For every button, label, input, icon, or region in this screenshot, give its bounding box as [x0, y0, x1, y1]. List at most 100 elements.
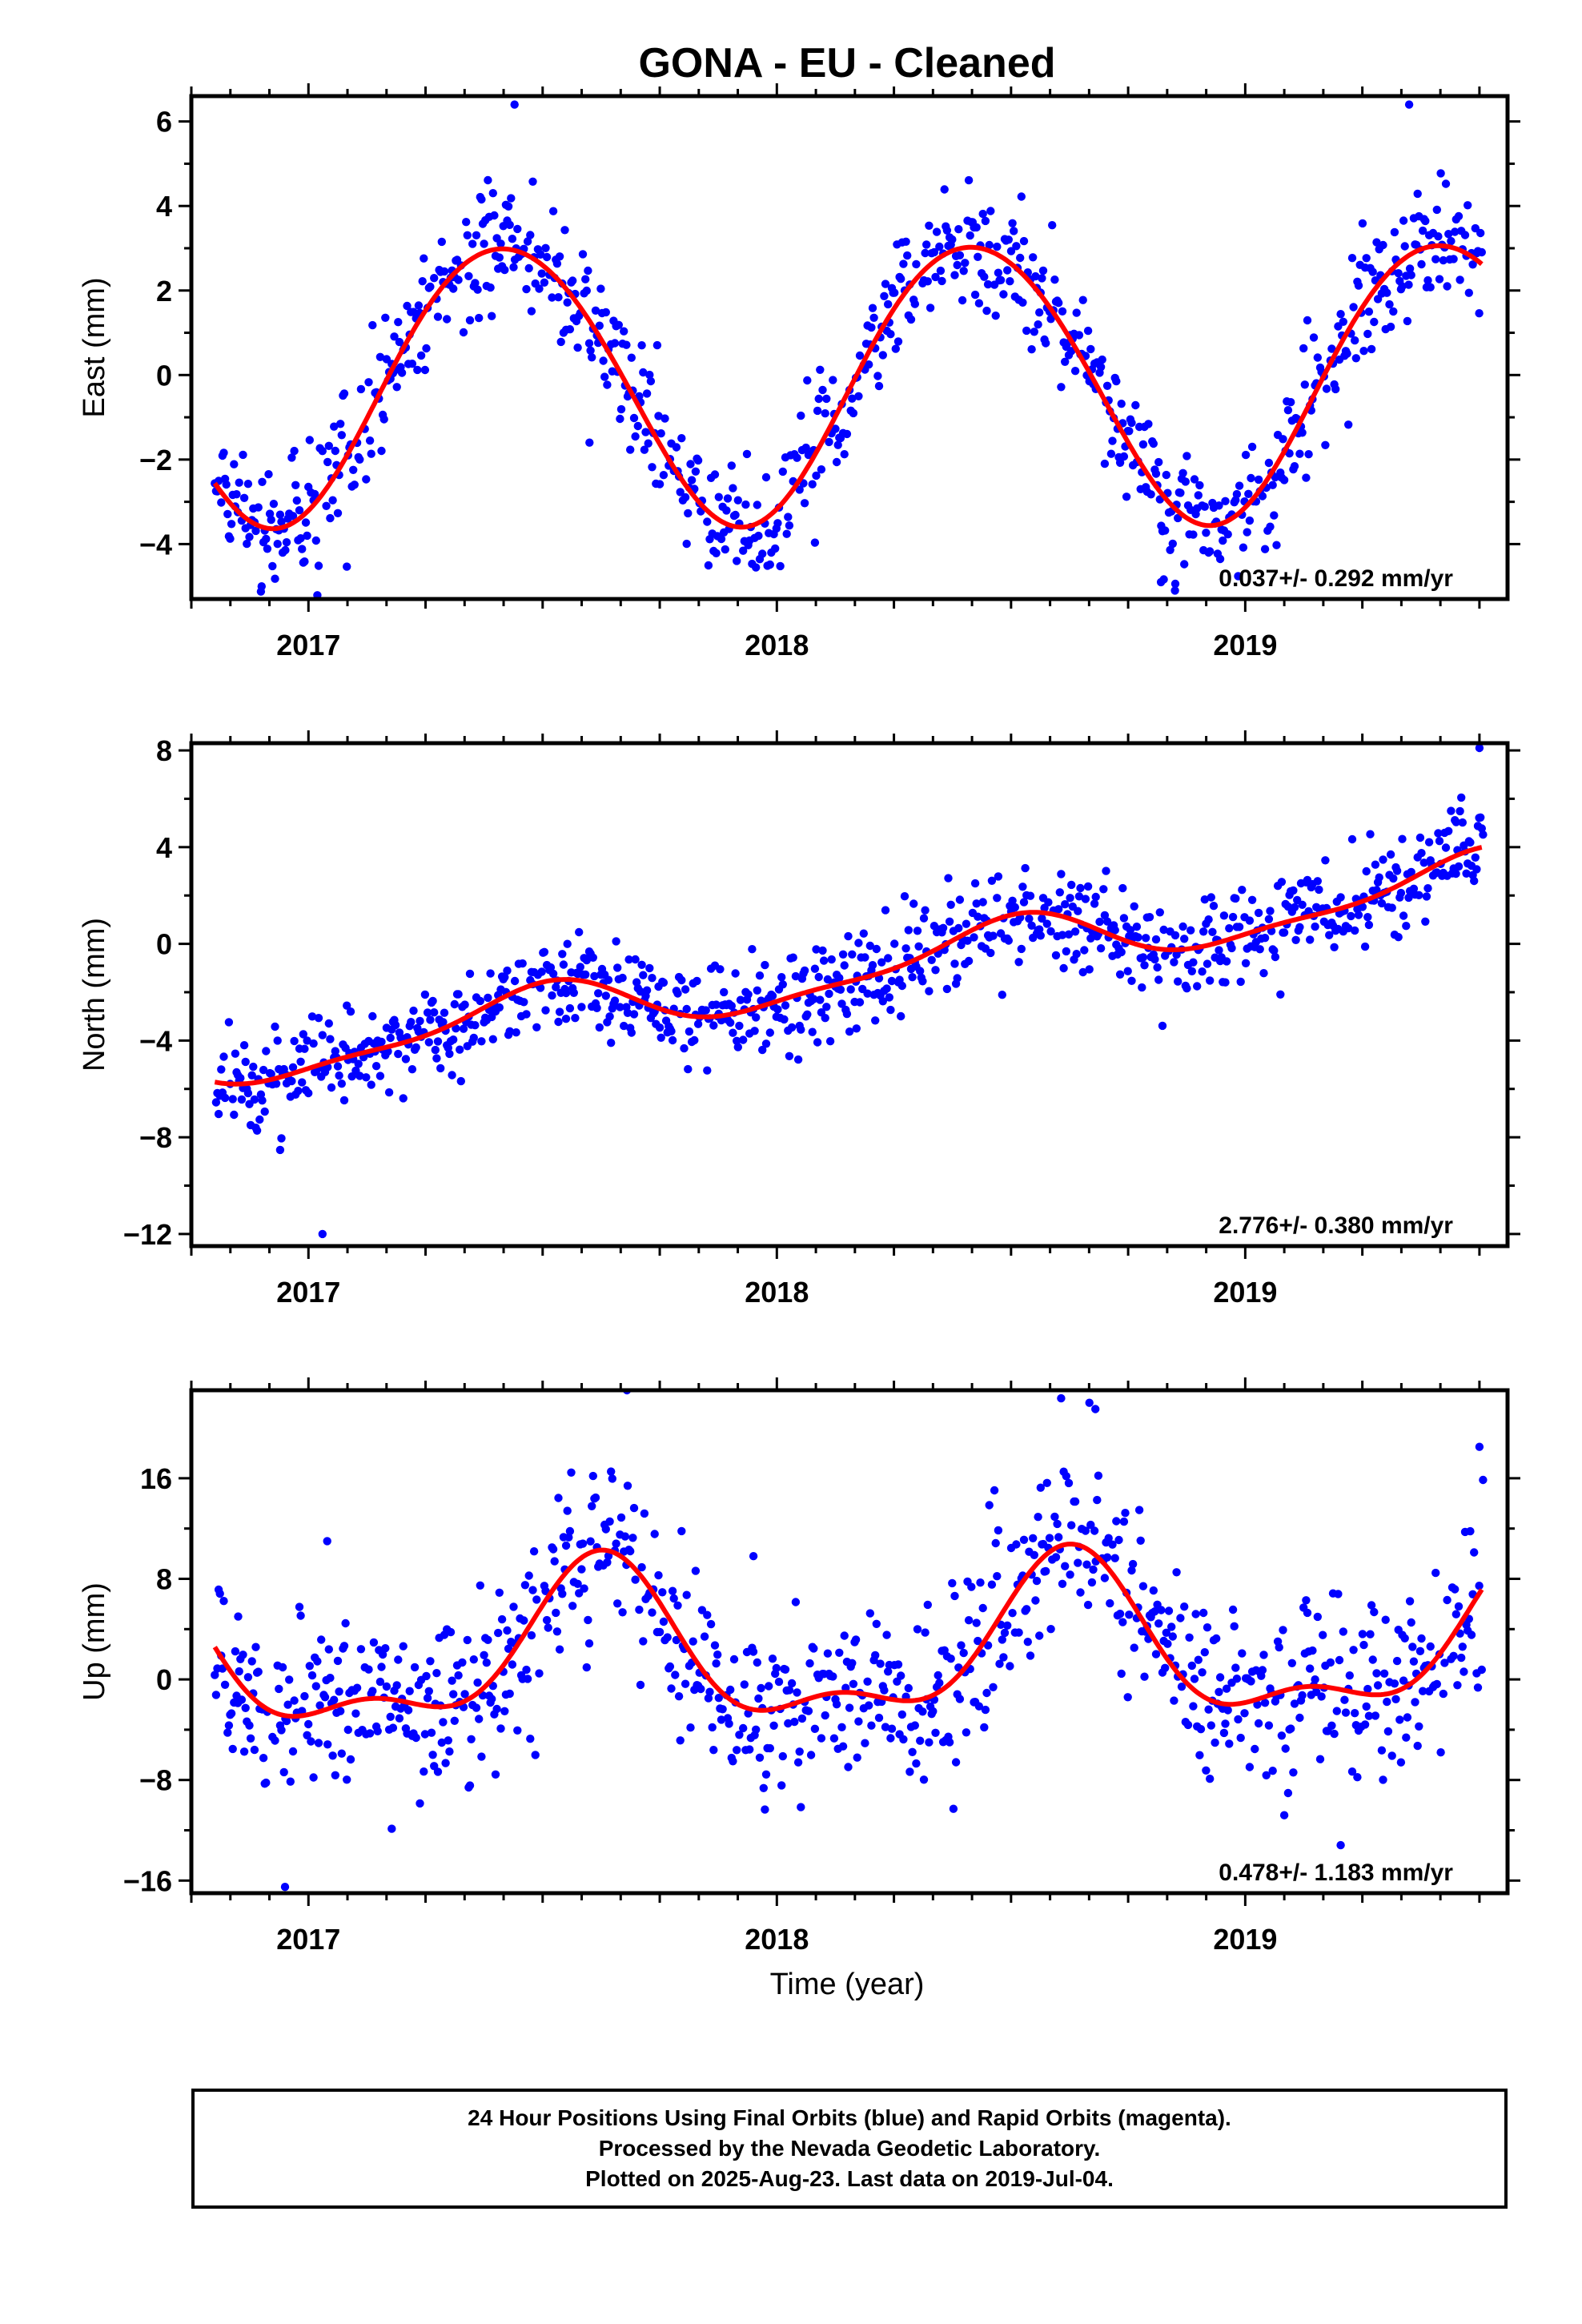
data-point	[1407, 1618, 1415, 1627]
data-point	[890, 939, 899, 948]
data-point	[431, 1045, 440, 1055]
data-point	[577, 1003, 586, 1011]
data-point	[1055, 888, 1065, 897]
data-point	[1061, 900, 1070, 909]
data-point	[663, 1633, 672, 1642]
data-point	[472, 1703, 481, 1712]
data-point	[601, 991, 610, 1000]
data-point	[964, 175, 974, 185]
data-point	[1158, 1021, 1167, 1031]
data-point	[765, 1028, 774, 1037]
data-point	[1198, 1668, 1207, 1677]
data-point	[217, 1065, 226, 1074]
data-point	[296, 1057, 305, 1067]
data-point	[948, 235, 957, 244]
data-point	[510, 976, 520, 986]
data-point	[1254, 475, 1263, 485]
data-point	[468, 239, 477, 248]
data-point	[335, 1687, 343, 1696]
data-point	[449, 1690, 458, 1699]
x-axis-label: Time (year)	[770, 1968, 925, 2001]
data-point	[440, 267, 449, 276]
data-point	[729, 1757, 737, 1766]
data-point	[1083, 326, 1093, 336]
data-point	[1413, 1741, 1422, 1751]
data-point	[1434, 232, 1443, 241]
data-point	[793, 1055, 803, 1064]
data-point	[1258, 492, 1267, 501]
data-point	[995, 1659, 1004, 1668]
data-point	[848, 1659, 857, 1667]
data-point	[243, 1088, 253, 1098]
data-point	[1231, 894, 1240, 903]
data-point	[1228, 912, 1238, 922]
data-point	[263, 545, 272, 553]
data-point	[842, 1009, 852, 1019]
data-point	[1010, 903, 1020, 912]
data-point-outlier	[280, 1883, 290, 1892]
data-point	[1235, 923, 1244, 931]
data-point	[686, 1723, 695, 1732]
data-point	[682, 539, 691, 549]
data-point	[880, 1686, 889, 1695]
data-point	[1215, 1687, 1223, 1696]
data-point	[913, 1625, 922, 1634]
data-point	[1038, 914, 1046, 923]
data-point	[804, 1707, 813, 1715]
data-point	[522, 1665, 531, 1675]
data-point	[809, 995, 818, 1003]
data-point	[283, 1700, 292, 1709]
data-point	[616, 414, 624, 424]
data-point	[1239, 543, 1248, 552]
data-point	[355, 1072, 364, 1080]
data-point	[1121, 1509, 1130, 1518]
data-point	[1251, 1744, 1259, 1754]
data-point	[285, 1675, 294, 1684]
data-point	[622, 340, 631, 349]
data-point	[752, 1725, 761, 1734]
data-point	[430, 1008, 439, 1017]
data-point	[1195, 480, 1204, 490]
data-point	[712, 1659, 721, 1668]
data-point	[1431, 1568, 1440, 1578]
data-point	[1405, 1597, 1415, 1606]
data-point	[445, 1747, 454, 1756]
data-point	[1466, 1526, 1475, 1536]
data-point	[1279, 435, 1287, 444]
data-point	[1112, 1517, 1121, 1526]
data-point	[1287, 1724, 1295, 1733]
data-point	[465, 316, 475, 325]
data-point	[584, 339, 594, 348]
data-point	[1093, 1495, 1102, 1505]
data-point	[1234, 1715, 1243, 1724]
data-point	[1176, 489, 1185, 497]
data-point	[1058, 1579, 1067, 1589]
data-point	[1202, 529, 1211, 537]
data-point	[532, 1595, 541, 1604]
data-point	[677, 975, 686, 985]
data-point	[1221, 497, 1230, 505]
data-point	[985, 240, 994, 250]
data-point	[1451, 1585, 1460, 1594]
data-point	[1074, 1558, 1082, 1567]
data-point	[395, 1714, 404, 1723]
data-point	[1258, 1666, 1267, 1675]
data-point	[1247, 473, 1255, 483]
data-point	[1460, 231, 1470, 239]
data-point	[540, 278, 549, 287]
data-point	[903, 251, 912, 260]
data-point	[575, 927, 584, 937]
data-point	[1255, 945, 1264, 954]
data-point	[1389, 307, 1398, 316]
data-point	[231, 1647, 240, 1656]
data-point	[1117, 1669, 1126, 1679]
data-point	[1199, 927, 1208, 936]
data-point	[1038, 274, 1046, 283]
data-point	[1241, 959, 1251, 968]
data-point	[961, 259, 970, 267]
data-point	[1149, 439, 1158, 448]
data-point	[716, 965, 725, 974]
data-point	[989, 1683, 998, 1691]
data-point	[524, 263, 533, 273]
data-point	[691, 1566, 701, 1575]
